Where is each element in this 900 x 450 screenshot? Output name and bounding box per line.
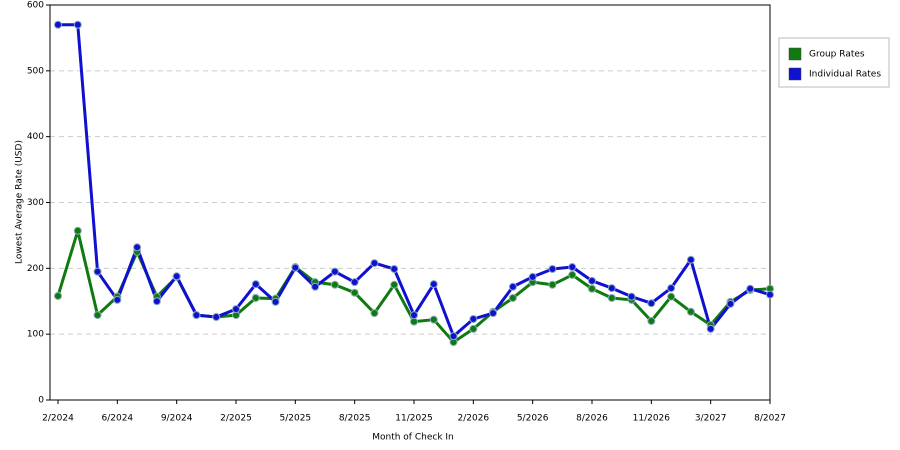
data-point — [54, 291, 62, 300]
data-point — [251, 280, 260, 289]
data-point — [568, 263, 577, 272]
data-point — [588, 284, 596, 293]
series-line — [58, 23, 771, 338]
y-tick-label: 200 — [27, 264, 44, 274]
data-point — [588, 276, 596, 285]
data-point — [330, 267, 339, 276]
data-point — [607, 293, 616, 302]
data-point — [647, 317, 656, 325]
data-point — [429, 315, 438, 324]
data-point — [390, 264, 399, 273]
legend-label: Group Rates — [809, 50, 865, 60]
data-point — [647, 299, 656, 308]
data-point — [766, 290, 774, 299]
y-tick-label: 0 — [38, 396, 44, 406]
y-tick-label: 100 — [27, 330, 44, 340]
legend-swatch — [788, 47, 802, 61]
legend-swatch — [788, 67, 802, 81]
data-point — [607, 284, 616, 293]
x-tick-label: 11/2026 — [633, 414, 671, 424]
data-point — [508, 293, 517, 302]
x-tick-label: 8/2025 — [339, 414, 371, 424]
data-point — [350, 288, 359, 297]
data-point — [311, 282, 320, 291]
data-point — [469, 315, 478, 324]
data-point — [686, 255, 695, 264]
y-tick-label: 300 — [27, 198, 44, 208]
data-point — [73, 226, 82, 235]
data-point — [726, 299, 735, 308]
x-tick-label: 2/2025 — [220, 414, 252, 424]
x-tick-label: 11/2025 — [395, 414, 432, 424]
data-point — [291, 263, 300, 272]
data-point — [429, 280, 438, 289]
x-tick-label: 6/2024 — [101, 414, 133, 424]
legend-label: Individual Rates — [809, 70, 881, 80]
x-tick-label: 9/2024 — [161, 414, 193, 424]
y-axis-title: Lowest Average Rate (USD) — [15, 140, 25, 264]
data-point — [370, 259, 379, 268]
x-tick-label: 8/2027 — [754, 414, 786, 424]
y-tick-label: 600 — [27, 1, 44, 11]
data-point — [410, 311, 418, 320]
data-point — [390, 280, 399, 289]
data-point — [548, 280, 557, 289]
data-point — [133, 243, 142, 252]
data-point — [746, 284, 755, 293]
data-point — [232, 305, 240, 314]
data-point — [271, 297, 280, 306]
data-point — [350, 278, 359, 287]
data-point — [686, 307, 695, 316]
data-point — [172, 272, 181, 281]
x-tick-label: 5/2025 — [279, 414, 311, 424]
data-point — [508, 282, 517, 291]
data-point — [73, 20, 82, 29]
data-point — [54, 20, 62, 29]
data-point — [251, 293, 260, 302]
data-point — [192, 311, 201, 320]
data-point — [706, 324, 715, 333]
x-tick-label: 3/2027 — [695, 414, 727, 424]
data-point — [93, 311, 102, 320]
data-point — [212, 313, 221, 322]
x-tick-label: 2/2024 — [42, 414, 74, 424]
data-point — [410, 317, 418, 326]
plot-frame — [49, 4, 771, 401]
x-tick-label: 8/2026 — [576, 414, 608, 424]
data-point — [627, 292, 636, 301]
x-tick-label: 5/2026 — [517, 414, 549, 424]
y-tick-label: 400 — [27, 132, 44, 142]
data-point — [330, 280, 339, 289]
data-point — [489, 309, 498, 318]
data-point — [370, 309, 379, 318]
y-tick-label: 500 — [27, 66, 44, 76]
data-point — [113, 295, 122, 304]
data-point — [548, 264, 557, 273]
x-axis-title: Month of Check In — [372, 433, 454, 443]
data-point — [667, 292, 676, 301]
data-point — [152, 297, 161, 306]
x-tick-label: 2/2026 — [457, 414, 489, 424]
data-point — [528, 272, 537, 281]
data-point — [469, 324, 478, 333]
data-point — [93, 267, 102, 276]
data-point — [667, 284, 676, 293]
data-point — [568, 270, 577, 279]
data-point — [449, 332, 458, 341]
